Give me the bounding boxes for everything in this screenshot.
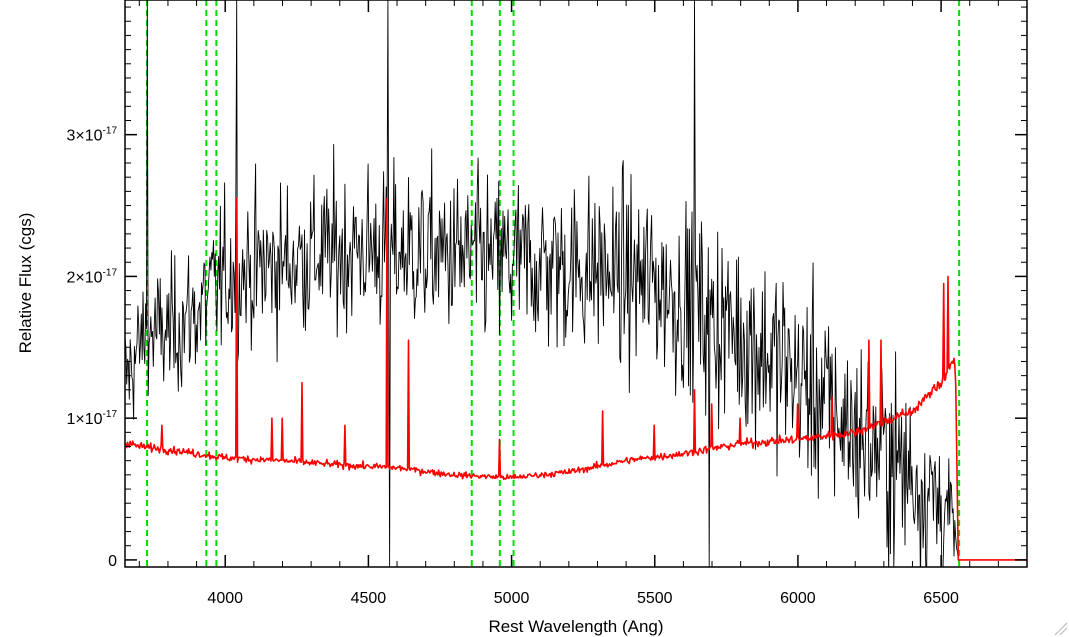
x-tick-label-1: 4500	[351, 590, 387, 607]
x-axis: 4000 4500 5000 5500 6000 6500	[138, 0, 1028, 607]
plot-frame	[124, 0, 1028, 568]
y-axis-label: Relative Flux (cgs)	[16, 213, 35, 354]
y-tick-label-2: 2×10-17	[67, 267, 118, 286]
resize-grip-icon[interactable]	[1054, 622, 1068, 636]
series-layer	[125, 0, 1027, 567]
x-axis-label: Rest Wavelength (Ang)	[488, 617, 663, 636]
series-1-line	[125, 197, 1027, 561]
y-tick-label-1: 1×10-17	[67, 409, 118, 428]
y-axis: 0 1×10-17 2×10-17 3×10-17	[67, 6, 1027, 570]
series-0-line	[125, 0, 1027, 567]
x-tick-label-2: 5000	[494, 590, 530, 607]
y-tick-label-3: 3×10-17	[67, 126, 118, 145]
x-tick-label-0: 4000	[207, 590, 243, 607]
x-tick-label-3: 5500	[637, 590, 673, 607]
x-tick-label-5: 6500	[923, 590, 959, 607]
x-tick-label-4: 6000	[780, 590, 816, 607]
y-tick-label-0: 0	[108, 553, 117, 570]
